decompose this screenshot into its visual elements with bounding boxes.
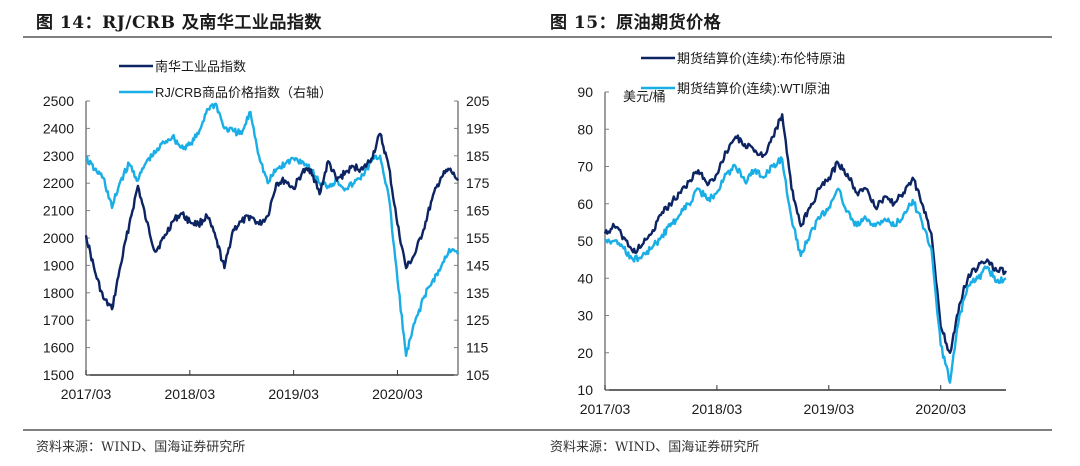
x-tick-label: 2019/03 — [268, 386, 319, 402]
y-tick-label-left: 2300 — [43, 148, 74, 164]
source-note: 资料来源：WIND、国海证券研究所 — [36, 440, 246, 455]
legend-label: RJ/CRB商品价格指数（右轴） — [155, 85, 332, 100]
y-tick-label-left: 2000 — [43, 230, 74, 246]
y-tick-label-right: 155 — [466, 230, 490, 246]
figure-title: 图 14：RJ/CRB 及南华工业品指数 — [36, 13, 322, 33]
x-tick-label: 2017/03 — [61, 386, 112, 402]
source-note: 资料来源：WIND、国海证券研究所 — [550, 440, 760, 455]
x-tick-label: 2017/03 — [580, 401, 631, 417]
title-divider — [23, 36, 540, 38]
y-tick-label-right: 145 — [466, 257, 490, 273]
title-divider — [540, 36, 1052, 38]
chart-2: 10 20 30 40 50 60 70 80 90 2017/03 2018/03 2019/03 2… — [577, 51, 1008, 417]
y-tick-label-left: 40 — [577, 270, 593, 286]
y-tick-label-left: 2400 — [43, 120, 74, 136]
y-tick-label-right: 125 — [466, 312, 490, 328]
y-tick-label-left: 50 — [577, 233, 593, 249]
legend-label: 南华工业品指数 — [155, 59, 246, 74]
legend-label: 期货结算价(连续):布伦特原油 — [677, 51, 845, 66]
y-tick-label-left: 20 — [577, 345, 593, 361]
y-tick-label-right: 165 — [466, 203, 490, 219]
series-line-primary — [84, 132, 460, 311]
y-unit-label: 美元/桶 — [623, 89, 666, 104]
y-tick-label-left: 90 — [577, 84, 593, 100]
y-tick-label-right: 195 — [466, 120, 490, 136]
y-tick-label-left: 2200 — [43, 175, 74, 191]
x-tick-label: 2020/03 — [372, 386, 423, 402]
y-tick-label-left: 30 — [577, 308, 593, 324]
y-tick-label-left: 60 — [577, 196, 593, 212]
series-line-primary — [603, 113, 1008, 354]
y-tick-label-right: 105 — [466, 367, 490, 383]
y-tick-label-left: 1600 — [43, 340, 74, 356]
y-tick-label-left: 1900 — [43, 257, 74, 273]
figure-title: 图 15：原油期货价格 — [550, 13, 722, 33]
y-tick-label-left: 80 — [577, 121, 593, 137]
y-tick-label-left: 10 — [577, 382, 593, 398]
y-tick-label-right: 175 — [466, 175, 490, 191]
x-tick-label: 2019/03 — [804, 401, 855, 417]
y-tick-label-left: 1700 — [43, 312, 74, 328]
y-tick-label-left: 2500 — [43, 93, 74, 109]
y-tick-label-left: 1500 — [43, 367, 74, 383]
source-divider — [540, 429, 1052, 431]
series-line-secondary — [85, 102, 460, 357]
y-tick-label-left: 1800 — [43, 285, 74, 301]
y-tick-label-right: 205 — [466, 93, 490, 109]
legend-label: 期货结算价(连续):WTI原油 — [677, 81, 830, 96]
x-tick-label: 2020/03 — [915, 401, 966, 417]
series-line-secondary — [604, 156, 1007, 384]
x-tick-label: 2018/03 — [165, 386, 216, 402]
chart-1: 1500 1600 1700 1800 1900 2000 2100 2200 2300 2400… — [43, 59, 490, 402]
y-tick-label-right: 185 — [466, 148, 490, 164]
y-tick-label-right: 115 — [466, 340, 489, 356]
y-tick-label-left: 70 — [577, 159, 593, 175]
y-tick-label-right: 135 — [466, 285, 490, 301]
x-tick-label: 2018/03 — [692, 401, 743, 417]
source-divider — [23, 429, 540, 431]
y-tick-label-left: 2100 — [43, 203, 74, 219]
figure-14-panel: 图 14：RJ/CRB 及南华工业品指数 资料来源：WIND、国海证券研究所 — [23, 13, 540, 455]
figure-15-panel: 图 15：原油期货价格 资料来源：WIND、国海证券研究所 — [540, 0, 1080, 466]
